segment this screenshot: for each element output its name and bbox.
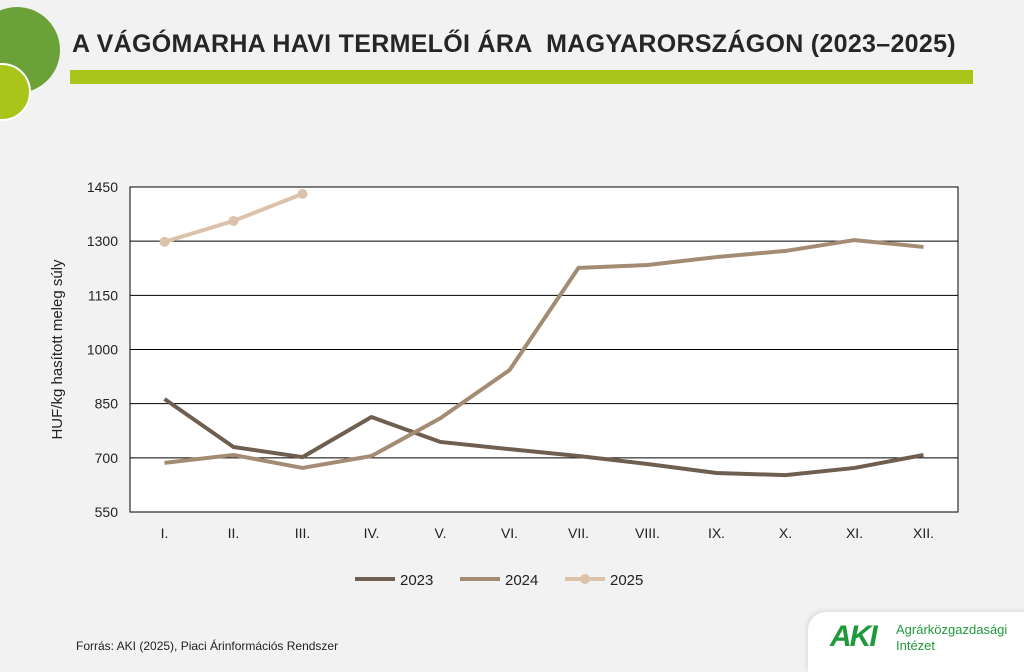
- x-tick-label: II.: [228, 525, 240, 541]
- y-axis-label: HUF/kg hasított meleg súly: [49, 259, 66, 440]
- series-line-2023: [163, 397, 924, 478]
- legend-label-2023: 2023: [400, 572, 433, 589]
- x-tick-label: IV.: [364, 525, 380, 541]
- x-tick-label: VII.: [568, 525, 589, 541]
- y-tick-label: 850: [95, 396, 119, 412]
- x-tick-label: VIII.: [635, 525, 660, 541]
- x-tick-label: VI.: [501, 525, 518, 541]
- x-tick-label: X.: [779, 525, 792, 541]
- x-tick-label: V.: [435, 525, 447, 541]
- legend-marker-2025: [580, 574, 590, 584]
- aki-logo: AKI Agrárközgazdasági Intézet: [808, 612, 1024, 672]
- x-tick-label: I.: [161, 525, 169, 541]
- data-point-2025: [228, 215, 239, 226]
- y-tick-label: 700: [95, 450, 119, 466]
- y-tick-label: 1450: [87, 179, 118, 195]
- x-tick-label: III.: [295, 525, 311, 541]
- y-tick-label: 1150: [88, 287, 118, 303]
- data-point-2025: [159, 236, 170, 247]
- x-tick-label: XI.: [846, 525, 863, 541]
- data-point-2025: [297, 188, 308, 199]
- x-tick-label: IX.: [708, 525, 725, 541]
- y-tick-label: 550: [95, 504, 119, 520]
- logo-text: Agrárközgazdasági Intézet: [896, 622, 1007, 654]
- page-title: A VÁGÓMARHA HAVI TERMELŐI ÁRA MAGYARORSZ…: [72, 30, 956, 58]
- logo-name-line1: Agrárközgazdasági: [896, 622, 1008, 637]
- legend-label-2024: 2024: [505, 572, 538, 589]
- logo-mark: AKI: [830, 620, 878, 653]
- series-line-2024: [164, 238, 924, 470]
- title-underline-bar: [70, 70, 973, 84]
- y-tick-label: 1300: [87, 233, 118, 249]
- x-tick-label: XII.: [913, 525, 934, 541]
- logo-name-line2: Intézet: [896, 638, 936, 653]
- legend-label-2025: 2025: [610, 572, 643, 589]
- y-tick-label: 1000: [87, 342, 118, 358]
- source-note: Forrás: AKI (2025), Piaci Árinformációs …: [76, 639, 339, 653]
